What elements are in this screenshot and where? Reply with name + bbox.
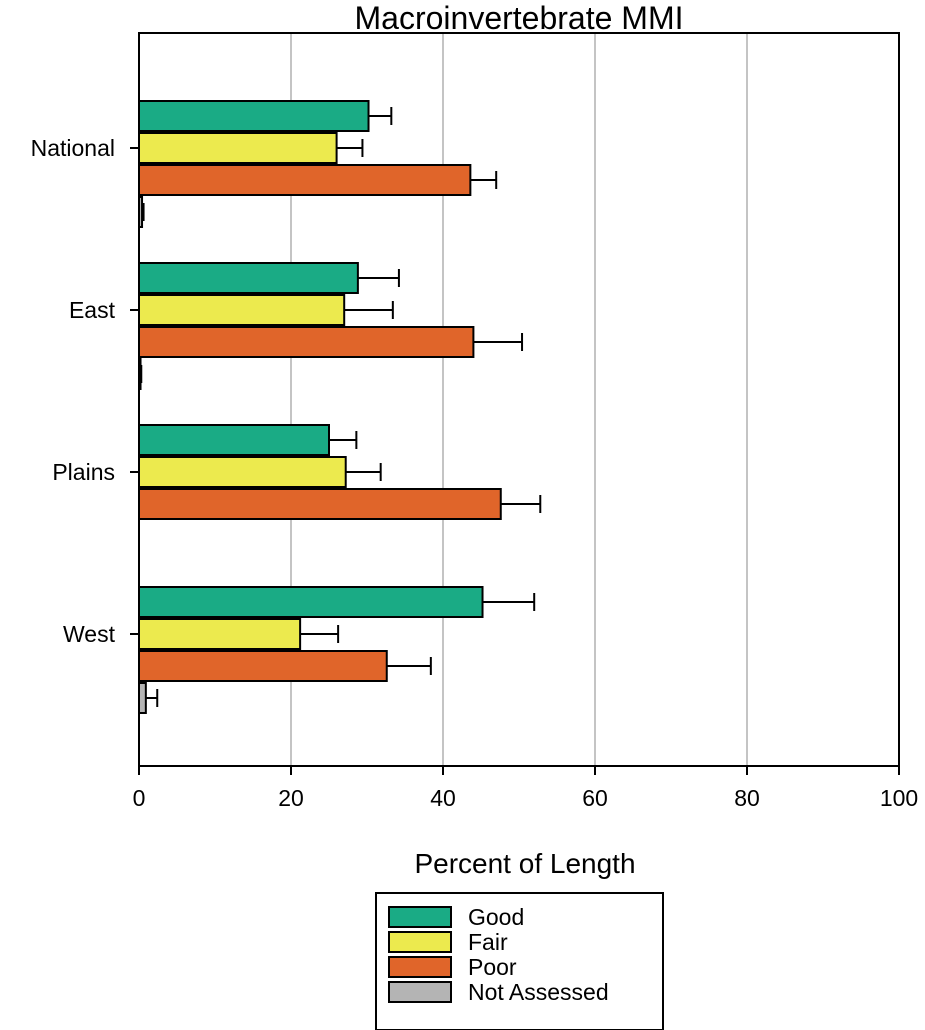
- category-label-national: National: [31, 135, 115, 161]
- bars: [138, 100, 542, 714]
- legend-label-poor: Poor: [468, 954, 517, 980]
- bar-national-good: [138, 100, 370, 132]
- bar-west-not-assessed: [138, 682, 147, 714]
- category-label-west: West: [63, 621, 116, 647]
- bar-plains-poor: [138, 488, 502, 520]
- x-tick-label-20: 20: [278, 785, 304, 811]
- bar-east-poor: [138, 326, 475, 358]
- bar-west-fair: [138, 618, 302, 650]
- legend-label-fair: Fair: [468, 929, 508, 955]
- category-label-east: East: [69, 297, 116, 323]
- bar-east-good: [138, 262, 359, 294]
- bar-national-fair: [138, 132, 338, 164]
- legend-label-good: Good: [468, 904, 524, 930]
- legend-label-not-assessed: Not Assessed: [468, 979, 609, 1005]
- x-tick-label-0: 0: [133, 785, 146, 811]
- plot-frame: [138, 32, 900, 767]
- legend-swatch-fair: [388, 931, 452, 953]
- bar-plains-good: [138, 424, 330, 456]
- axes: 0 20 40 60 80 100 National East Plains West: [31, 135, 919, 811]
- legend-swatch-not-assessed: [388, 981, 452, 1003]
- category-label-plains: Plains: [52, 459, 115, 485]
- bar-national-poor: [138, 164, 472, 196]
- x-axis-label: Percent of Length: [414, 848, 635, 879]
- legend-swatch-poor: [388, 956, 452, 978]
- bar-west-poor: [138, 650, 388, 682]
- bar-west-good: [138, 586, 484, 618]
- x-tick-label-60: 60: [582, 785, 608, 811]
- bar-plains-fair: [138, 456, 347, 488]
- x-tick-label-80: 80: [734, 785, 760, 811]
- legend-swatch-good: [388, 906, 452, 928]
- x-tick-label-40: 40: [430, 785, 456, 811]
- chart-title: Macroinvertebrate MMI: [355, 0, 684, 36]
- bar-east-fair: [138, 294, 346, 326]
- x-tick-label-100: 100: [880, 785, 918, 811]
